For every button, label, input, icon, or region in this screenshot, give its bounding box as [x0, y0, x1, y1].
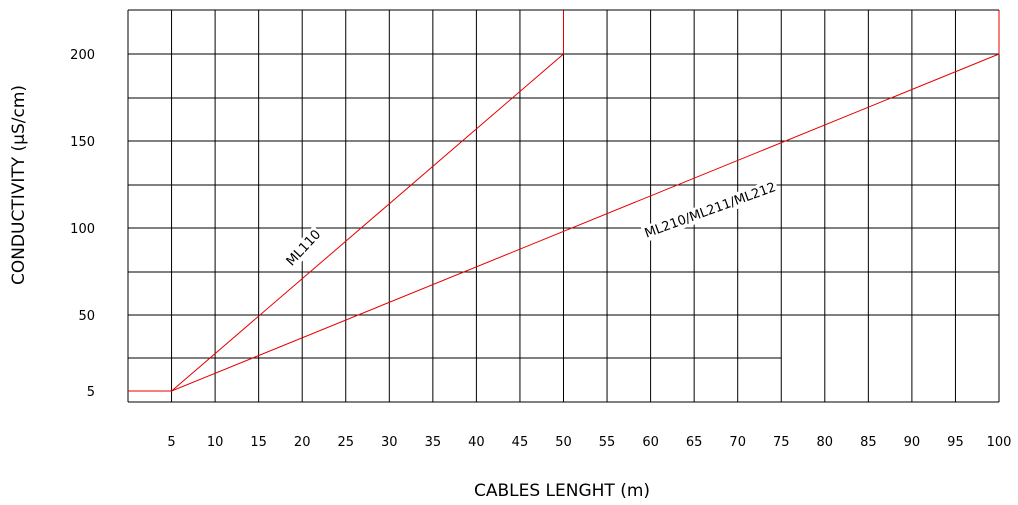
curve-label-background	[282, 225, 326, 271]
x-tick-label: 80	[817, 435, 834, 450]
x-tick-label: 70	[729, 435, 746, 450]
x-tick-label: 30	[381, 435, 398, 450]
x-tick-label: 60	[642, 435, 659, 450]
y-axis-title: CONDUCTIVITY (µS/cm)	[9, 85, 29, 285]
x-tick-label: 75	[773, 435, 790, 450]
y-tick-label: 5	[87, 385, 95, 400]
x-tick-label: 50	[555, 435, 572, 450]
y-tick-label: 200	[70, 48, 95, 63]
x-tick-label: 95	[947, 435, 964, 450]
series-line-1	[128, 10, 564, 392]
y-tick-label: 100	[70, 222, 95, 237]
x-axis-title: CABLES LENGHT (m)	[474, 481, 650, 501]
tick-labels: 5 10 15 20 25 30 35 40 45 50 55 60 65 70 75 80 85 90 95 100…	[70, 48, 1011, 450]
x-tick-label: 15	[250, 435, 267, 450]
x-tick-label: 35	[425, 435, 442, 450]
x-tick-label: 40	[468, 435, 485, 450]
curve-label-background	[640, 178, 780, 243]
curve-labels: ML110 ML210/ML211/ML212	[282, 178, 780, 271]
x-tick-label: 25	[337, 435, 354, 450]
x-tick-label: 55	[599, 435, 616, 450]
x-tick-label: 65	[686, 435, 703, 450]
x-tick-label: 85	[860, 435, 877, 450]
x-tick-label: 45	[512, 435, 529, 450]
series-line-2	[171, 10, 1000, 392]
x-tick-label: 90	[904, 435, 921, 450]
curve-label-1: ML110	[284, 227, 324, 269]
grid	[127, 9, 1000, 403]
x-tick-label: 5	[167, 435, 175, 450]
curve-label-2: ML210/ML211/ML212	[643, 180, 778, 241]
y-tick-label: 50	[78, 309, 95, 324]
y-tick-label: 150	[70, 135, 95, 150]
series	[128, 10, 1000, 392]
x-tick-label: 100	[987, 435, 1012, 450]
x-tick-label: 10	[207, 435, 224, 450]
x-tick-label: 20	[294, 435, 311, 450]
